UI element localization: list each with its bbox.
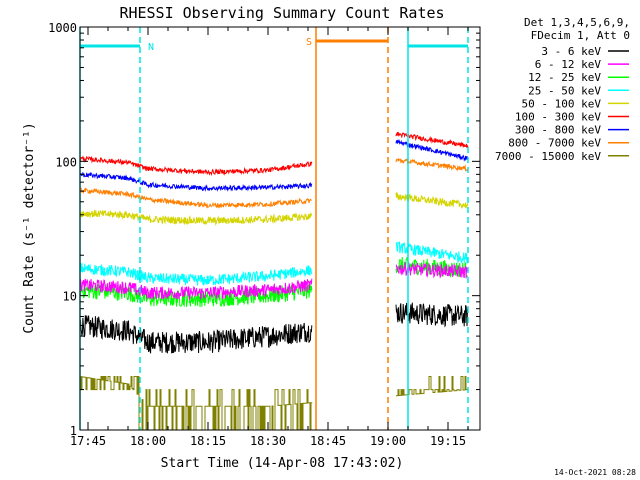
x-tick-label-3: 18:15	[190, 434, 226, 448]
flag-label-1: N	[148, 42, 154, 53]
series-line-4-seg-1	[79, 263, 313, 286]
plot-frame	[79, 26, 481, 431]
series-line-3-seg-1	[79, 282, 313, 308]
legend-entry-8: 800 - 7000 keV	[508, 137, 601, 150]
y-tick-label-4: 1000	[48, 21, 77, 35]
legend-entry-1: 3 - 6 keV	[541, 45, 601, 58]
series-line-5-seg-2	[395, 191, 469, 209]
flag-label-3: S	[306, 37, 312, 48]
series-line-2-seg-1	[79, 278, 313, 301]
series-line-9-seg-2	[396, 376, 468, 397]
chart-title: RHESSI Observing Summary Count Rates	[119, 4, 444, 22]
y-tick-label-2: 10	[63, 290, 77, 304]
x-tick-label-5: 18:45	[310, 434, 346, 448]
x-tick-label-2: 18:00	[130, 434, 166, 448]
y-tick-label-1: 1	[70, 424, 77, 438]
legend-entry-3: 12 - 25 keV	[528, 71, 601, 84]
legend-entry-9: 7000 - 15000 keV	[495, 150, 601, 163]
legend-entry-4: 25 - 50 keV	[528, 84, 601, 97]
legend-entry-2: 6 - 12 keV	[535, 58, 602, 71]
timestamp: 14-Oct-2021 08:28	[554, 468, 636, 477]
series-line-7-seg-1	[79, 171, 313, 192]
legend-entry-6: 100 - 300 keV	[515, 111, 601, 124]
series-line-1-seg-1	[79, 315, 313, 354]
series-line-8-seg-2	[395, 157, 469, 172]
legend-entry-5: 50 - 100 keV	[522, 97, 602, 110]
axis-ticks: 17:45 18:00 18:15 18:30 18:45 19:00 19:15 1 10 10…	[48, 21, 480, 448]
x-tick-label-4: 18:30	[250, 434, 286, 448]
series-line-1-seg-2	[395, 302, 469, 328]
y-axis-label: Count Rate (s⁻¹ detector⁻¹)	[22, 122, 37, 333]
x-axis-label: Start Time (14-Apr-08 17:43:02)	[161, 456, 404, 471]
y-tick-label-3: 100	[55, 155, 77, 169]
series-line-8-seg-1	[79, 187, 312, 209]
legend-header-line-2: FDecim 1, Att 0	[531, 29, 630, 42]
series-line-6-seg-1	[79, 155, 313, 177]
plot-series	[79, 131, 469, 431]
series-line-5-seg-1	[79, 209, 313, 226]
legend-entry-7: 300 - 800 keV	[515, 124, 601, 137]
series-line-9-seg-1	[80, 376, 313, 431]
legend-header-line-1: Det 1,3,4,5,6,9,	[524, 16, 630, 29]
series-line-4-seg-2	[395, 240, 469, 264]
x-tick-label-1: 17:45	[70, 434, 106, 448]
x-tick-label-7: 19:15	[430, 434, 466, 448]
x-tick-label-6: 19:00	[370, 434, 406, 448]
